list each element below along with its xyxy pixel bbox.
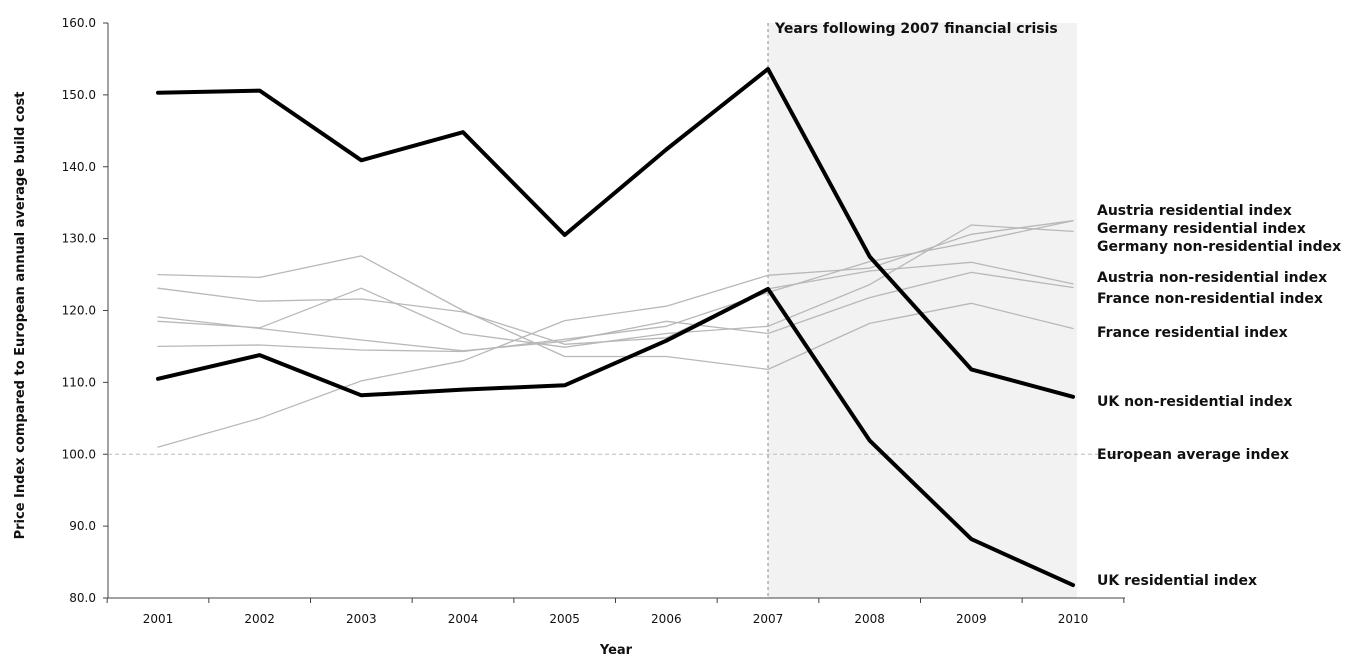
x-tick-label: 2001 [143, 612, 174, 626]
x-tick-label: 2002 [244, 612, 275, 626]
x-tick-label: 2004 [448, 612, 479, 626]
x-tick-label: 2003 [346, 612, 377, 626]
series-line-france-non-residential-index [157, 271, 1074, 352]
end-label: France non-residential index [1097, 291, 1323, 307]
y-tick-label: 100.0 [62, 447, 96, 461]
y-tick-label: 110.0 [62, 375, 96, 389]
x-tick-label: 2006 [651, 612, 682, 626]
end-label: Austria non-residential index [1097, 270, 1327, 286]
end-label: Germany residential index [1097, 221, 1306, 237]
x-axis-title: Year [599, 643, 633, 658]
series-line-germany-non-residential-index [157, 220, 1074, 353]
y-axis-ticks: 80.0 90.0 100.0 110.0 120.0 130.0 140.0 150.0 16… [62, 16, 108, 605]
crisis-shaded-region [768, 23, 1077, 598]
x-tick-label: 2007 [753, 612, 784, 626]
y-tick-label: 140.0 [62, 160, 96, 174]
series-line-austria-non-residential-index [157, 261, 1074, 345]
end-label: UK residential index [1097, 573, 1257, 589]
y-tick-label: 120.0 [62, 304, 96, 318]
end-label: European average index [1097, 447, 1289, 463]
end-label: Germany non-residential index [1097, 239, 1341, 255]
x-axis-ticks: 2001 2002 2003 2004 2005 2006 2007 2008 2009 2010 [106, 598, 1125, 626]
series-line-uk-non-residential-index [156, 67, 1075, 399]
crisis-annotation: Years following 2007 financial crisis [774, 21, 1058, 37]
series-line-uk-residential-index [156, 286, 1075, 588]
x-tick-label: 2009 [956, 612, 987, 626]
end-label: UK non-residential index [1097, 394, 1292, 410]
x-tick-label: 2010 [1058, 612, 1089, 626]
y-tick-label: 160.0 [62, 16, 96, 30]
y-tick-label: 90.0 [69, 519, 96, 533]
y-tick-label: 130.0 [62, 232, 96, 246]
y-tick-label: 150.0 [62, 88, 96, 102]
end-labels: Austria residential index Germany residen… [1097, 203, 1341, 589]
series-layer [156, 67, 1075, 588]
end-label: France residential index [1097, 325, 1288, 341]
y-axis-title: Price Index compared to European annual … [13, 92, 28, 540]
y-tick-label: 80.0 [69, 591, 96, 605]
end-label: Austria residential index [1097, 203, 1292, 219]
series-line-austria-residential-index [157, 220, 1074, 448]
x-tick-label: 2008 [854, 612, 885, 626]
series-line-germany-residential-index [157, 224, 1074, 348]
x-tick-label: 2005 [549, 612, 580, 626]
